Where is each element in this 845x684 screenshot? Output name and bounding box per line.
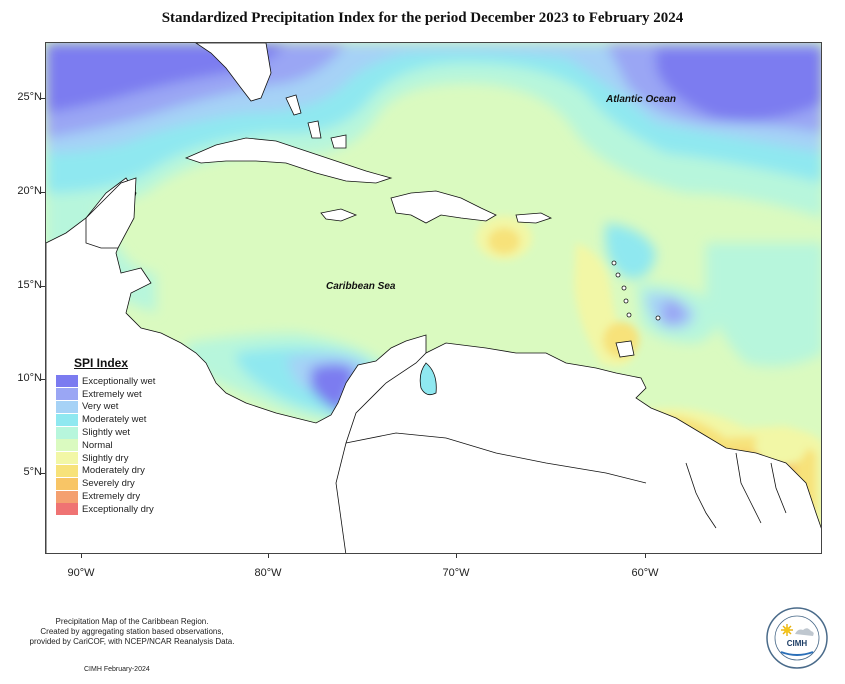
atlantic-ocean-label: Atlantic Ocean: [606, 94, 677, 105]
legend-swatch: [56, 426, 78, 439]
legend-swatch: [56, 503, 78, 516]
legend-swatch: [56, 400, 78, 413]
legend-item: Normal: [56, 439, 166, 452]
legend-item: Slightly wet: [56, 426, 166, 439]
lat-label-25n: 25°N: [17, 91, 42, 103]
legend-label: Moderately dry: [82, 465, 145, 477]
legend-label: Normal: [82, 439, 113, 451]
legend-label: Severely dry: [82, 478, 135, 490]
legend-item: Slightly dry: [56, 452, 166, 465]
lat-tick: [41, 286, 45, 287]
bahamas-islands: [285, 94, 347, 149]
legend-label: Slightly dry: [82, 452, 129, 464]
credits-date: CIMH February-2024: [84, 666, 150, 673]
legend-item: Extremely wet: [56, 388, 166, 401]
lat-tick: [41, 192, 45, 193]
legend-swatch: [56, 477, 78, 490]
lon-tick: [456, 554, 457, 558]
lake-maracaibo: [419, 362, 437, 396]
lat-tick: [41, 379, 45, 380]
legend-swatch: [56, 375, 78, 388]
hispaniola-island: [390, 190, 497, 224]
florida-land: [195, 43, 272, 102]
puerto-rico-island: [515, 212, 553, 224]
legend-swatch: [56, 452, 78, 465]
legend-item: Exceptionally wet: [56, 375, 166, 388]
yucatan-land: [85, 177, 137, 249]
legend-label: Extremely dry: [82, 491, 141, 503]
legend-swatch: [56, 464, 78, 477]
lat-label-15n: 15°N: [17, 279, 42, 291]
lat-label-10n: 10°N: [17, 372, 42, 384]
lat-label-20n: 20°N: [17, 185, 42, 197]
legend-swatch: [56, 490, 78, 503]
legend-items: Exceptionally wet Extremely wet Very wet Mo…: [56, 375, 166, 516]
legend-swatch: [56, 439, 78, 452]
spi-legend: SPI Index Exceptionally wet Extremely wet…: [56, 356, 166, 516]
credits-line-2: Created by aggregating station based obs…: [40, 627, 224, 636]
legend-title: SPI Index: [74, 356, 129, 370]
credits-line-3: provided by CariCOF, with NCEP/NCAR Rean…: [29, 637, 235, 646]
logo-text: CIMH: [787, 639, 808, 648]
map-title: Standardized Precipitation Index for the…: [161, 10, 684, 26]
legend-label: Exceptionally dry: [82, 503, 154, 515]
legend-item: Moderately dry: [56, 464, 166, 478]
legend-item: Moderately wet: [56, 413, 166, 426]
legend-label: Moderately wet: [82, 414, 147, 426]
legend-label: Extremely wet: [82, 388, 142, 400]
country-borders: [345, 432, 787, 529]
legend-label: Very wet: [82, 401, 119, 413]
cuba-island: [184, 137, 393, 184]
legend-item: Extremely dry: [56, 490, 166, 503]
lon-label-70w: 70°W: [442, 567, 470, 579]
legend-swatch: [56, 413, 78, 426]
lon-tick: [268, 554, 269, 558]
legend-item: Exceptionally dry: [56, 503, 166, 516]
map-credits: Precipitation Map of the Caribbean Regio…: [12, 617, 252, 647]
lon-label-90w: 90°W: [67, 567, 95, 579]
lon-tick: [81, 554, 82, 558]
lon-tick: [645, 554, 646, 558]
credits-line-1: Precipitation Map of the Caribbean Regio…: [55, 617, 209, 626]
legend-swatch: [56, 388, 78, 401]
legend-item: Very wet: [56, 400, 166, 414]
spi-map: [45, 42, 822, 554]
cimh-logo-icon: CIMH: [766, 607, 828, 669]
lat-label-5n: 5°N: [23, 466, 42, 478]
caribbean-sea-label: Caribbean Sea: [326, 281, 396, 292]
legend-label: Exceptionally wet: [82, 375, 156, 387]
spi-map-canvas: [46, 43, 821, 553]
lon-label-80w: 80°W: [254, 567, 282, 579]
lon-label-60w: 60°W: [631, 567, 659, 579]
lat-tick: [41, 98, 45, 99]
jamaica-island: [320, 208, 358, 222]
lat-tick: [41, 473, 45, 474]
trinidad-island: [615, 340, 635, 358]
legend-item: Severely dry: [56, 477, 166, 490]
legend-label: Slightly wet: [82, 427, 131, 439]
